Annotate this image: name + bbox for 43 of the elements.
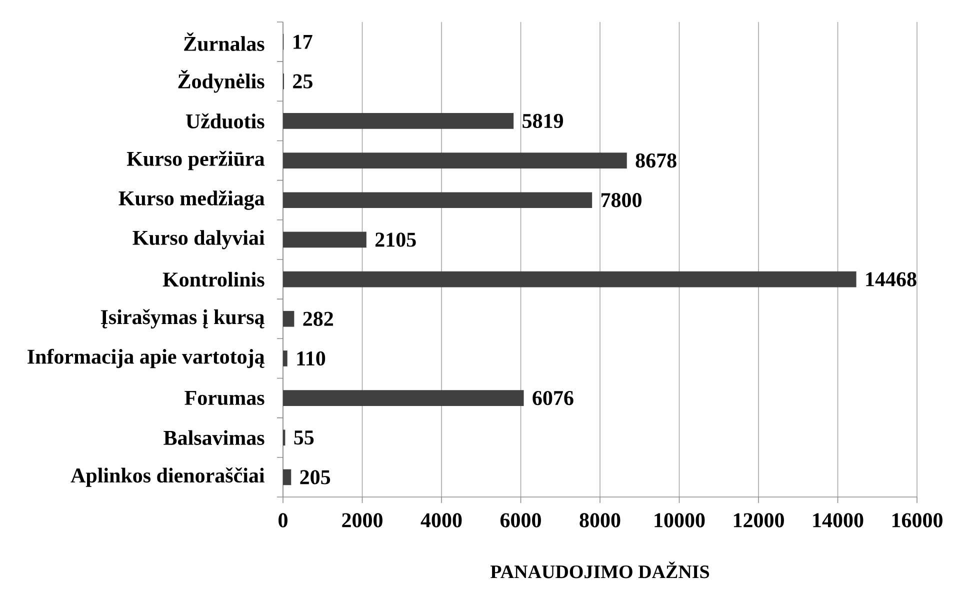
y-tick-label: Informacija apie vartotoją	[28, 348, 264, 368]
y-tick-label: Žodynėlis	[178, 70, 264, 93]
bar	[283, 310, 294, 327]
x-tick-label: 6000	[500, 513, 541, 528]
x-tick-label: 8000	[580, 513, 620, 528]
data-label: 6076	[532, 390, 574, 406]
x-tick-label: 4000	[420, 513, 462, 528]
data-label: 282	[303, 312, 333, 326]
x-tick-label: 14000	[813, 513, 864, 528]
data-label: 7800	[601, 193, 642, 208]
x-tick-label: 2000	[342, 513, 382, 528]
data-label: 110	[297, 351, 326, 366]
y-tick-label: Įsirašymas į kursą	[100, 309, 264, 329]
y-tick-label: Kurso medžiaga	[118, 190, 264, 210]
data-label: 205	[300, 470, 330, 484]
data-label: 17	[294, 34, 312, 49]
x-tick-label: 10000	[654, 513, 705, 528]
y-tick-label: Aplinkos dienoraščiai	[70, 468, 264, 487]
bar	[283, 390, 524, 406]
y-tick-label: Forumas	[184, 391, 264, 406]
bar	[283, 113, 514, 129]
y-tick-label: Balsavimas	[164, 430, 264, 445]
bar	[283, 192, 592, 208]
y-tick-label: Užduotis	[186, 113, 264, 128]
x-tick-label: 0	[278, 513, 288, 528]
data-label: 2105	[375, 232, 416, 247]
bar	[283, 232, 366, 248]
data-label: 14468	[866, 272, 916, 286]
y-tick-label: Kurso dalyviai	[132, 230, 265, 250]
bar	[283, 469, 292, 486]
y-tick-label: Kontrolinis	[162, 272, 264, 287]
data-label: 55	[294, 430, 314, 445]
data-label: 25	[293, 74, 312, 88]
data-label: 5819	[522, 114, 564, 128]
x-axis-title: PANAUDOJIMO DAŽNIS	[490, 562, 710, 578]
x-tick-label: 16000	[892, 513, 942, 528]
bar	[283, 271, 856, 288]
y-tick-label: Žurnalas	[184, 32, 264, 52]
data-label: 8678	[636, 153, 676, 168]
x-tick-label: 12000	[734, 513, 784, 528]
bar	[283, 152, 627, 168]
y-tick-label: Kurso peržiūra	[126, 150, 265, 170]
bar	[283, 350, 288, 366]
